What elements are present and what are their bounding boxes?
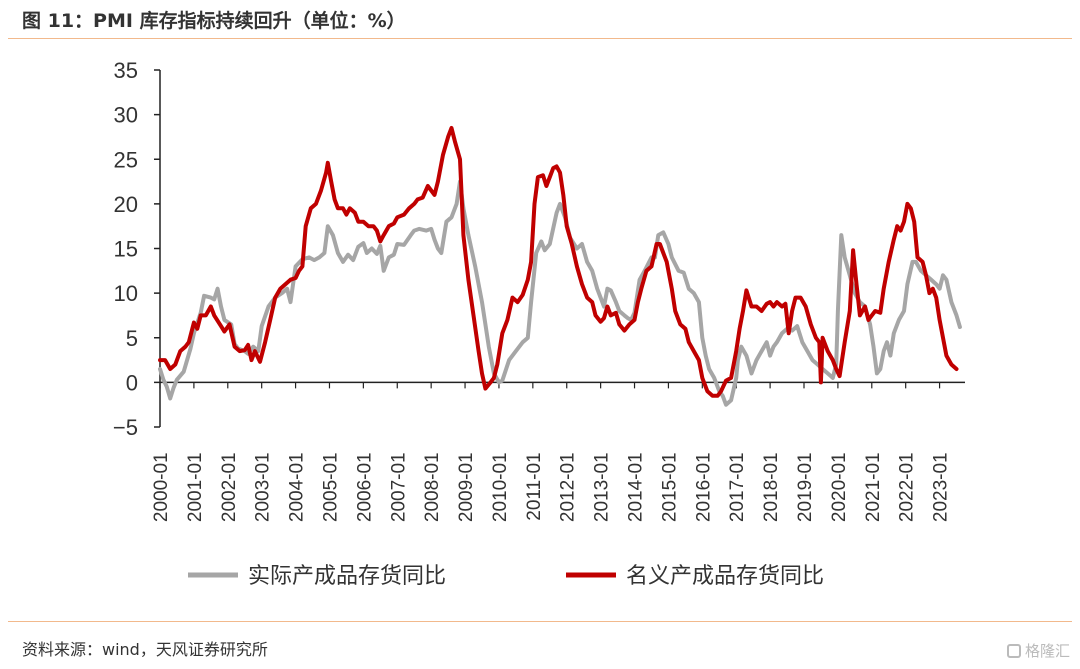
series-line-nominal-inventory	[158, 126, 959, 398]
series-line-real-inventory	[158, 179, 962, 407]
y-tick-label: 25	[114, 147, 138, 172]
y-tick-label: 30	[114, 103, 138, 128]
x-tick-label: 2017-01	[727, 452, 748, 522]
x-tick-label: 2002-01	[219, 452, 240, 522]
chart-axes: −5 0 5 10 15 20 25 30 35 2000-01 2001-01 2002-01 200…	[113, 58, 965, 522]
chart-legend: 实际产成品存货同比 名义产成品存货同比	[188, 564, 824, 589]
x-tick-label: 2008-01	[422, 452, 443, 522]
chart-title: 图 11：PMI 库存指标持续回升（单位：%）	[22, 10, 406, 32]
x-tick-label: 2015-01	[659, 452, 680, 522]
y-tick-label: 35	[114, 58, 138, 83]
x-tick-label: 2021-01	[863, 452, 884, 522]
watermark-logo-icon	[1006, 643, 1021, 658]
x-tick-label: 2001-01	[185, 452, 206, 522]
x-tick-label: 2014-01	[626, 452, 647, 522]
legend-label: 名义产成品存货同比	[626, 564, 824, 589]
x-tick-label: 2016-01	[693, 452, 714, 522]
x-tick-label: 2022-01	[897, 452, 918, 522]
x-tick-label: 2010-01	[490, 452, 511, 522]
line-chart: −5 0 5 10 15 20 25 30 35 2000-01 2001-01 2002-01 200…	[113, 58, 965, 589]
legend-label: 实际产成品存货同比	[248, 564, 446, 589]
bottom-divider	[8, 621, 1072, 622]
y-tick-label: 10	[114, 281, 138, 306]
watermark-text: 格隆汇	[1024, 642, 1070, 660]
x-tick-label: 2006-01	[354, 452, 375, 522]
y-tick-label: 0	[126, 370, 138, 395]
watermark: 格隆汇	[1006, 640, 1070, 661]
y-tick-label: −5	[113, 415, 138, 440]
x-tick-label: 2012-01	[558, 452, 579, 522]
x-tick-label: 2007-01	[388, 452, 409, 522]
chart-series	[158, 126, 962, 407]
x-tick-label: 2009-01	[456, 452, 477, 522]
x-tick-label: 2000-01	[151, 452, 172, 522]
top-divider	[8, 38, 1072, 39]
y-tick-label: 20	[114, 192, 138, 217]
x-tick-label: 2011-01	[524, 452, 545, 520]
y-tick-label: 15	[114, 237, 138, 262]
x-tick-label: 2013-01	[592, 452, 613, 522]
x-tick-label: 2019-01	[795, 452, 816, 522]
x-tick-label: 2020-01	[829, 452, 850, 522]
x-tick-label: 2003-01	[253, 452, 274, 522]
x-tick-label: 2023-01	[931, 452, 952, 522]
x-tick-label: 2004-01	[287, 452, 308, 522]
x-tick-label: 2005-01	[320, 452, 341, 522]
y-tick-label: 5	[126, 326, 138, 351]
source-note: 资料来源：wind，天风证券研究所	[22, 640, 268, 659]
x-tick-label: 2018-01	[761, 452, 782, 522]
